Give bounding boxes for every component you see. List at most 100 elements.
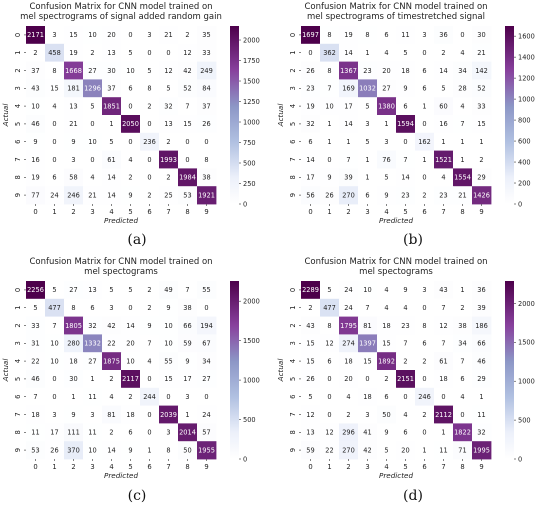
- y-tick-label: 3: [14, 86, 22, 90]
- cell-value: 1: [365, 49, 369, 57]
- cell-value: 5: [128, 49, 132, 57]
- cell-value: 30: [69, 375, 77, 383]
- x-axis-label: Predicted: [104, 471, 138, 480]
- cell-value: 4: [403, 304, 407, 312]
- cell-value: 18: [363, 393, 371, 401]
- cell-value: 0: [52, 156, 56, 164]
- cell-value: 12: [325, 429, 333, 437]
- cell-value: 26: [50, 446, 58, 454]
- cell-value: 6: [384, 31, 388, 39]
- cell-value: 20: [401, 446, 409, 454]
- heatmap-cell: [83, 441, 103, 460]
- cell-value: 15: [382, 340, 390, 348]
- heatmap-cell: [159, 186, 179, 205]
- cell-value: 8: [327, 31, 331, 39]
- panel-label-d: (d): [403, 488, 423, 504]
- heatmap-cell: [320, 298, 340, 317]
- heatmap-cell: [415, 26, 435, 45]
- heatmap-cell: [434, 115, 454, 134]
- heatmap-cell: [358, 150, 378, 169]
- heatmap-cell: [197, 43, 217, 62]
- cell-value: 9: [128, 191, 132, 199]
- cell-value: 13: [306, 429, 314, 437]
- heatmap-cell: [64, 168, 84, 187]
- heatmap-cell: [453, 61, 473, 80]
- cell-value: 26: [306, 375, 314, 383]
- cell-value: 0: [422, 49, 426, 57]
- panel-label-a: (a): [127, 232, 147, 248]
- heatmap-cell: [121, 281, 141, 300]
- cell-value: 0: [422, 120, 426, 128]
- heatmap-cell: [415, 352, 435, 371]
- heatmap-cell: [197, 186, 217, 205]
- heatmap-cell: [140, 26, 160, 45]
- x-tick-label: 4: [109, 208, 113, 216]
- cell-value: 1: [441, 429, 445, 437]
- cell-value: 194: [200, 322, 213, 330]
- cell-value: 9: [327, 174, 331, 182]
- cell-value: 9: [71, 138, 75, 146]
- cell-value: 1: [384, 120, 388, 128]
- y-tick-label: 7: [289, 157, 297, 161]
- heatmap-cell: [472, 61, 492, 80]
- y-tick-label: 1: [289, 306, 297, 310]
- heatmap-cell: [472, 423, 492, 442]
- x-tick-label: 1: [52, 208, 56, 216]
- heatmap-cell: [159, 352, 179, 371]
- heatmap-cell: [358, 115, 378, 134]
- heatmap-cell: [64, 26, 84, 45]
- heatmap-cell: [159, 26, 179, 45]
- heatmap-cell: [83, 26, 103, 45]
- cell-value: 3: [185, 393, 189, 401]
- y-tick-label: 2: [289, 68, 297, 72]
- heatmap-cell: [64, 334, 84, 353]
- cell-value: 1668: [65, 67, 82, 75]
- heatmap-cell: [472, 405, 492, 424]
- heatmap-cell: [396, 405, 416, 424]
- cell-value: 0: [327, 156, 331, 164]
- heatmap-cell: [64, 61, 84, 80]
- cell-value: 3: [109, 304, 113, 312]
- heatmap-cell: [45, 97, 65, 116]
- cell-value: 76: [382, 156, 390, 164]
- x-axis-label: Predicted: [379, 471, 413, 480]
- heatmap-cell: [472, 352, 492, 371]
- heatmap-cell: [159, 298, 179, 317]
- cell-value: 20: [107, 31, 115, 39]
- cell-value: 6: [422, 85, 426, 93]
- cell-value: 24: [344, 304, 352, 312]
- cell-value: 27: [202, 375, 210, 383]
- y-tick-label: 1: [14, 51, 22, 55]
- cell-value: 9: [185, 357, 189, 365]
- cell-value: 77: [31, 191, 39, 199]
- cell-value: 2050: [122, 120, 139, 128]
- y-tick-label: 4: [14, 104, 22, 108]
- heatmap-cell: [415, 43, 435, 62]
- heatmap-cell: [26, 132, 46, 151]
- heatmap-cell: [64, 43, 84, 62]
- colorbar-tick-label: 500: [243, 159, 256, 167]
- y-axis-label: Actual: [1, 359, 10, 383]
- cell-value: 3: [365, 120, 369, 128]
- heatmap-cell: [320, 387, 340, 406]
- heatmap-cell: [415, 132, 435, 151]
- heatmap-cell: [472, 334, 492, 353]
- heatmap-cell: [415, 334, 435, 353]
- cell-value: 50: [382, 411, 390, 419]
- cell-value: 34: [458, 340, 466, 348]
- heatmap-cell: [26, 298, 46, 317]
- cell-value: 3: [90, 411, 94, 419]
- cell-value: 7: [460, 357, 464, 365]
- heatmap-cell: [415, 423, 435, 442]
- heatmap-cell: [102, 132, 122, 151]
- cell-value: 2: [308, 304, 312, 312]
- cell-value: 23: [306, 85, 314, 93]
- cell-value: 1032: [359, 85, 376, 93]
- cell-value: 18: [382, 322, 390, 330]
- heatmap-cell: [178, 423, 198, 442]
- cell-value: 5: [109, 286, 113, 294]
- y-tick-label: 7: [289, 412, 297, 416]
- colorbar-tick-label: 2000: [243, 36, 260, 44]
- x-tick-label: 8: [460, 208, 464, 216]
- cell-value: 458: [48, 49, 61, 57]
